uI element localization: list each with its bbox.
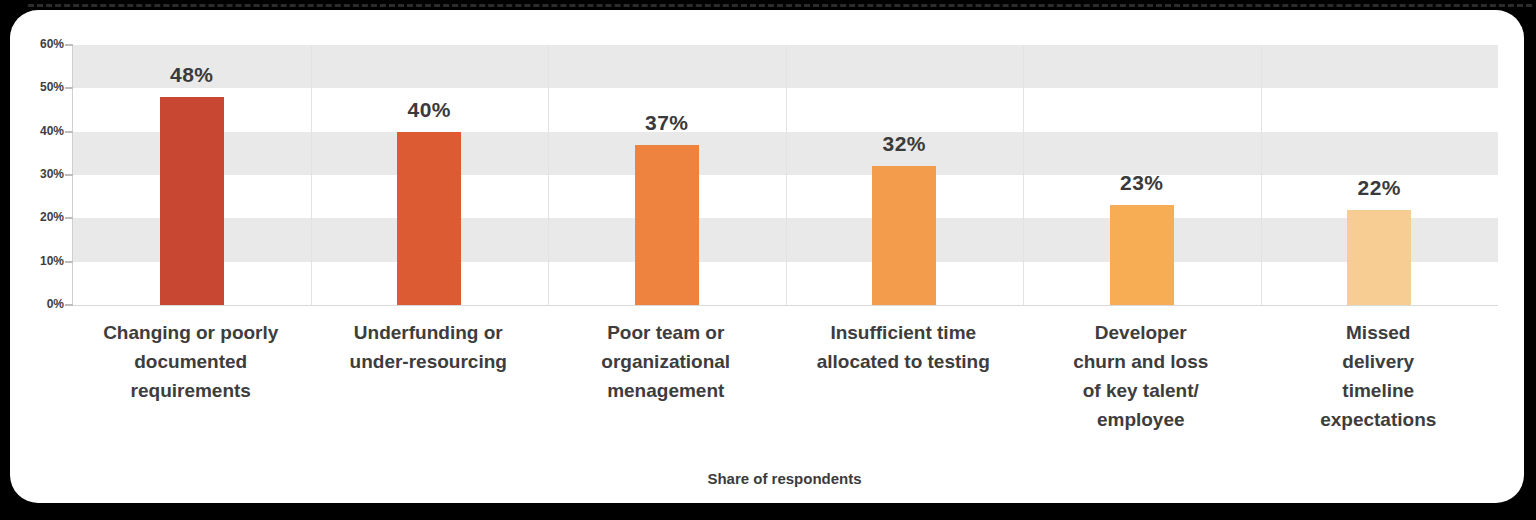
cropped-top-edge-dashed-line: [28, 4, 1532, 7]
y-tick-mark: [65, 217, 73, 219]
bar-value-label: 23%: [1023, 171, 1261, 195]
y-tick-label: 50%: [20, 80, 64, 94]
bar: [1110, 205, 1174, 305]
x-axis-title: Share of respondents: [72, 470, 1497, 487]
chart-card: 48%40%37%32%23%22% 60%50%40%30%20%10%0% …: [10, 10, 1524, 503]
bar-column: 48%: [73, 45, 311, 305]
bar-value-label: 32%: [786, 132, 1024, 156]
bar-column: 22%: [1261, 45, 1499, 305]
y-tick-label: 0%: [20, 297, 64, 311]
category-label: Changing or poorly documented requiremen…: [72, 318, 310, 405]
y-tick-mark: [65, 87, 73, 89]
bar-value-label: 40%: [311, 98, 549, 122]
bar: [872, 166, 936, 305]
bar-column: 40%: [311, 45, 549, 305]
y-tick-label: 20%: [20, 210, 64, 224]
bar: [397, 132, 461, 305]
bar-chart-plot-area: 48%40%37%32% 23%22%: [72, 45, 1498, 306]
y-tick-mark: [65, 44, 73, 46]
y-tick-label: 40%: [20, 124, 64, 138]
bar: [1347, 210, 1411, 305]
bar-column: 37%: [548, 45, 786, 305]
y-tick-label: 60%: [20, 37, 64, 51]
y-tick-mark: [65, 131, 73, 133]
bar: [160, 97, 224, 305]
y-tick-mark: [65, 304, 73, 306]
category-label: Insufficient time allocated to testing: [785, 318, 1023, 376]
y-tick-mark: [65, 174, 73, 176]
category-label: Underfunding or under-resourcing: [310, 318, 548, 376]
category-label: Developer churn and loss of key talent/ …: [1022, 318, 1260, 434]
bar-value-label: 37%: [548, 111, 786, 135]
category-label: Missed delivery timeline expectations: [1260, 318, 1498, 434]
bar-column: 23%: [1023, 45, 1261, 305]
bar-column: 32%: [786, 45, 1024, 305]
category-label: Poor team or organizational menagement: [547, 318, 785, 405]
bar: [635, 145, 699, 305]
y-tick-label: 30%: [20, 167, 64, 181]
bar-value-label: 22%: [1261, 176, 1499, 200]
y-tick-mark: [65, 261, 73, 263]
y-tick-label: 10%: [20, 254, 64, 268]
bar-value-label: 48%: [73, 63, 311, 87]
